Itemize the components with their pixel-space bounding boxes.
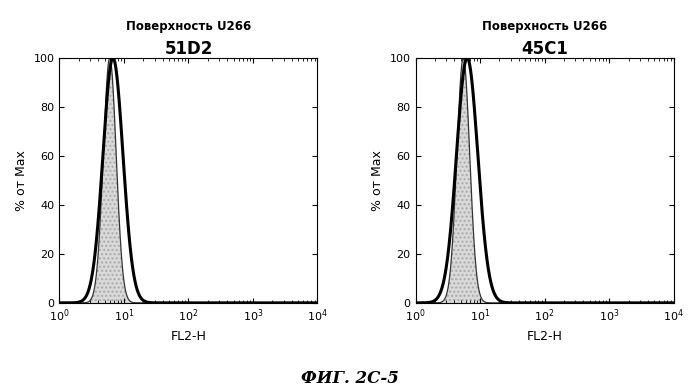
- Y-axis label: % от Max: % от Max: [15, 150, 28, 211]
- X-axis label: FL2-H: FL2-H: [171, 330, 206, 343]
- Y-axis label: % от Max: % от Max: [371, 150, 384, 211]
- Text: ФИГ. 2C-5: ФИГ. 2C-5: [301, 370, 398, 387]
- Text: Поверхность U266: Поверхность U266: [482, 21, 607, 33]
- Text: Поверхность U266: Поверхность U266: [126, 21, 251, 33]
- X-axis label: FL2-H: FL2-H: [526, 330, 563, 343]
- Title: 45C1: 45C1: [521, 40, 568, 58]
- Title: 51D2: 51D2: [164, 40, 212, 58]
